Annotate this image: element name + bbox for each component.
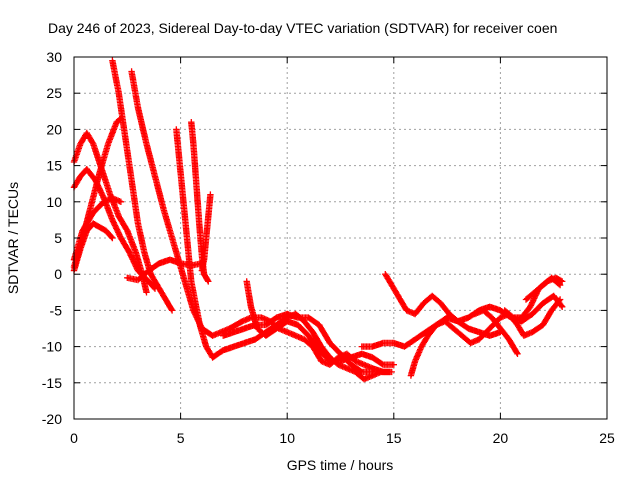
y-axis-title: SDTVAR / TECUs [5,182,21,294]
y-tick-label: 10 [46,194,62,210]
x-tick-label: 15 [386,430,402,446]
y-tick-label: 15 [46,158,62,174]
series-track-19 [522,274,564,303]
y-tick-label: -10 [42,339,62,355]
series-track-6 [109,57,176,314]
y-tick-label: -20 [42,411,62,427]
y-tick-label: 0 [54,266,62,282]
series-track-17 [471,307,521,357]
marker-trail [522,274,564,303]
marker-trail [173,126,393,383]
y-tick-label: 5 [54,230,62,246]
x-axis-title: GPS time / hours [287,457,394,473]
data-marks [70,57,566,383]
x-tick-label: 25 [599,430,615,446]
y-tick-label: 25 [46,85,62,101]
y-tick-label: -5 [50,302,63,318]
marker-trail [220,310,376,376]
grid-lines [74,57,607,419]
x-tick-label: 0 [70,430,78,446]
chart-title: Day 246 of 2023, Sidereal Day-to-day VTE… [48,20,557,36]
series-track-13 [220,310,376,376]
x-tick-label: 20 [493,430,509,446]
marker-trail [109,57,176,314]
y-tick-label: -15 [42,375,62,391]
axis-ticks: 0 5 10 15 20 25 -20 -15 -10 -5 0 5 10 15 20 25 30 [42,49,615,446]
marker-trail [124,256,206,284]
series-track-12 [243,278,397,368]
marker-trail [243,278,397,368]
marker-trail [471,307,521,357]
y-tick-label: 20 [46,121,62,137]
series-track-11 [124,256,206,284]
x-tick-label: 10 [279,430,295,446]
series-track-8 [173,126,393,383]
y-tick-label: 30 [46,49,62,65]
x-tick-label: 5 [177,430,185,446]
